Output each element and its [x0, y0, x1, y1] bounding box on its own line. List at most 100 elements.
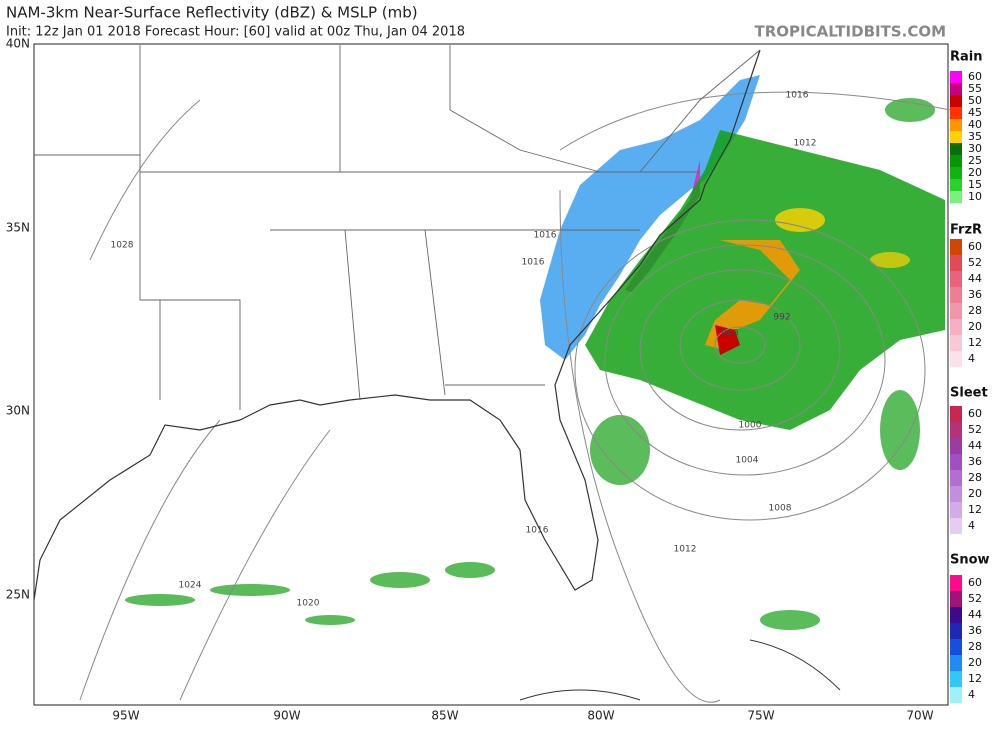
legend-tick: 50 — [968, 94, 982, 107]
title: NAM-3km Near-Surface Reflectivity (dBZ) … — [6, 4, 418, 22]
legend-swatch — [950, 319, 962, 335]
subtitle: Init: 12z Jan 01 2018 Forecast Hour: [60… — [6, 25, 465, 40]
isobar-label: 988 — [721, 329, 738, 339]
lon-label: 75W — [747, 709, 774, 723]
legend-tick: 20 — [968, 656, 982, 669]
legend-swatch — [950, 575, 962, 591]
legend-swatch — [950, 623, 962, 639]
legend-tick: 28 — [968, 304, 982, 317]
legend-swatch — [950, 131, 962, 143]
legend-tick: 44 — [968, 439, 982, 452]
legend-swatch — [950, 518, 962, 534]
isobar-label: 1024 — [179, 581, 202, 591]
legend-swatch — [950, 454, 962, 470]
watermark: TROPICALTIDBITS.COM — [755, 23, 947, 41]
legend-title: Snow — [950, 553, 990, 568]
lat-label: 30N — [6, 404, 30, 418]
lat-label: 25N — [6, 588, 30, 602]
legend-swatch — [950, 591, 962, 607]
legend-tick: 52 — [968, 256, 982, 269]
isobar-label: 1008 — [769, 504, 792, 514]
lon-label: 80W — [587, 709, 614, 723]
legend-tick: 60 — [968, 70, 982, 83]
legend-tick: 30 — [968, 142, 982, 155]
legend-tick: 25 — [968, 154, 982, 167]
legend-title: Rain — [950, 50, 983, 65]
isobar-label: 1000 — [739, 421, 762, 431]
legend-tick: 4 — [968, 352, 975, 365]
lon-label: 85W — [431, 709, 458, 723]
legend-tick: 52 — [968, 423, 982, 436]
isobar-label: 1012 — [794, 139, 817, 149]
legend-swatch — [950, 470, 962, 486]
legend-tick: 55 — [968, 82, 982, 95]
legend-swatch — [950, 191, 962, 203]
map-frame — [33, 43, 951, 706]
legend-swatch — [950, 287, 962, 303]
isobar-label: 1016 — [534, 231, 557, 241]
legend-swatch — [950, 502, 962, 518]
legend-tick: 36 — [968, 455, 982, 468]
legend-swatch — [950, 179, 962, 191]
legend-tick: 60 — [968, 240, 982, 253]
legend-swatch — [950, 107, 962, 119]
legend-tick: 40 — [968, 118, 982, 131]
legend-swatch — [950, 486, 962, 502]
legend-tick: 44 — [968, 272, 982, 285]
legend-swatch — [950, 83, 962, 95]
isobar-label: 992 — [773, 313, 790, 323]
legend-tick: 36 — [968, 288, 982, 301]
isobar-label: 1028 — [111, 241, 134, 251]
legend-tick: 28 — [968, 471, 982, 484]
isobar-label: 1016 — [526, 526, 549, 536]
legend-tick: 52 — [968, 592, 982, 605]
legend-tick: 4 — [968, 688, 975, 701]
legend-swatch — [950, 95, 962, 107]
legend-tick: 44 — [968, 608, 982, 621]
legend-swatch — [950, 335, 962, 351]
isobar-label: 1020 — [297, 599, 320, 609]
legend-tick: 60 — [968, 576, 982, 589]
lat-label: 35N — [6, 221, 30, 235]
lon-label: 95W — [112, 709, 139, 723]
legend-swatch — [950, 351, 962, 367]
legend-swatch — [950, 255, 962, 271]
legend-swatch — [950, 239, 962, 255]
legend-tick: 12 — [968, 503, 982, 516]
legend-tick: 12 — [968, 672, 982, 685]
legend-swatch — [950, 167, 962, 179]
legend-swatch — [950, 687, 962, 703]
legend-tick: 10 — [968, 190, 982, 203]
isobar-label: 1004 — [736, 456, 759, 466]
legend-tick: 20 — [968, 166, 982, 179]
isobar-label: 1012 — [674, 545, 697, 555]
legend-swatch — [950, 671, 962, 687]
legend-tick: 60 — [968, 407, 982, 420]
legend-swatch — [950, 271, 962, 287]
legend-swatch — [950, 155, 962, 167]
legend-title: FrzR — [950, 223, 982, 238]
isobar-label: 1016 — [522, 258, 545, 268]
legend-swatch — [950, 406, 962, 422]
legend-swatch — [950, 422, 962, 438]
legend-swatch — [950, 71, 962, 83]
legend-swatch — [950, 607, 962, 623]
legend-swatch — [950, 438, 962, 454]
legend-swatch — [950, 655, 962, 671]
legend-tick: 35 — [968, 130, 982, 143]
legend-title: Sleet — [950, 386, 988, 401]
legend-swatch — [950, 303, 962, 319]
legend-tick: 20 — [968, 320, 982, 333]
lon-label: 70W — [906, 709, 933, 723]
legend-tick: 12 — [968, 336, 982, 349]
legend-tick: 45 — [968, 106, 982, 119]
legend-tick: 36 — [968, 624, 982, 637]
legend-tick: 28 — [968, 640, 982, 653]
isobar-label: 1016 — [786, 91, 809, 101]
legend-swatch — [950, 639, 962, 655]
legend-swatch — [950, 143, 962, 155]
legend-tick: 20 — [968, 487, 982, 500]
lat-label: 40N — [6, 37, 30, 51]
lon-label: 90W — [273, 709, 300, 723]
